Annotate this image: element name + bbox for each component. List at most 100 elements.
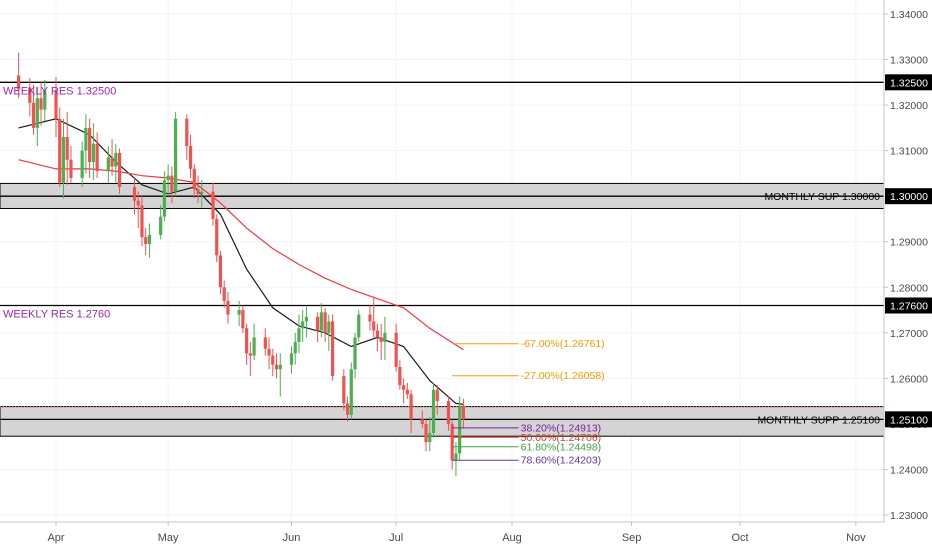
candle-down[interactable] <box>245 323 249 365</box>
candle-down[interactable] <box>330 314 335 381</box>
candle-up[interactable] <box>349 362 353 420</box>
candle-body <box>147 234 152 245</box>
candle-up[interactable] <box>174 111 178 197</box>
price-badge-label: 1.27600 <box>890 300 928 312</box>
candle-down[interactable] <box>65 111 69 185</box>
candle-down[interactable] <box>136 191 140 229</box>
candle-up[interactable] <box>61 118 66 199</box>
candle-down[interactable] <box>140 196 144 247</box>
candle-down[interactable] <box>345 396 350 422</box>
y-tick-label: 1.34000 <box>890 9 928 21</box>
candle-down[interactable] <box>409 389 413 434</box>
fib-level-label: 61.80%(1.24498) <box>521 441 602 453</box>
candle-up[interactable] <box>454 442 458 477</box>
candle-up[interactable] <box>91 123 95 181</box>
candle-down[interactable] <box>323 307 327 342</box>
candle-body <box>114 152 118 167</box>
candle-up[interactable] <box>297 314 301 354</box>
candle-down[interactable] <box>88 118 92 178</box>
candle-up[interactable] <box>304 305 309 338</box>
candle-down[interactable] <box>211 182 215 226</box>
candle-down[interactable] <box>95 132 99 178</box>
candle-body <box>188 146 193 169</box>
candle-up[interactable] <box>43 80 47 122</box>
candle-down[interactable] <box>28 77 32 117</box>
candle-down[interactable] <box>316 312 320 342</box>
candle-down[interactable] <box>267 337 271 370</box>
candle-up[interactable] <box>35 86 39 147</box>
candle-up[interactable] <box>106 146 110 183</box>
candle-down[interactable] <box>222 280 226 308</box>
candle-up[interactable] <box>84 114 88 174</box>
zone-band[interactable] <box>0 406 885 437</box>
candle-body <box>211 191 215 219</box>
candle-down[interactable] <box>110 139 114 176</box>
candle-down[interactable] <box>375 323 380 352</box>
candle-down[interactable] <box>58 107 62 188</box>
candle-down[interactable] <box>424 419 428 452</box>
candle-down[interactable] <box>185 114 189 160</box>
candle-up[interactable] <box>200 180 204 208</box>
candle-down[interactable] <box>144 228 148 256</box>
candle-down[interactable] <box>372 296 376 338</box>
candle-up[interactable] <box>162 171 166 222</box>
candle-down[interactable] <box>379 323 383 361</box>
candle-up[interactable] <box>431 382 436 438</box>
candle-down[interactable] <box>368 305 372 331</box>
candle-down[interactable] <box>398 360 402 390</box>
candle-down[interactable] <box>188 134 193 178</box>
candle-up[interactable] <box>293 332 297 365</box>
candle-up[interactable] <box>353 332 357 379</box>
candle-down[interactable] <box>435 385 439 415</box>
candle-up[interactable] <box>327 314 331 352</box>
candles[interactable] <box>17 52 466 477</box>
candle-up[interactable] <box>458 396 462 461</box>
candle-down[interactable] <box>274 353 279 379</box>
candle-down[interactable] <box>31 84 36 135</box>
candle-down[interactable] <box>405 382 409 399</box>
candle-up[interactable] <box>383 316 387 361</box>
candle-up[interactable] <box>301 310 305 342</box>
candle-down[interactable] <box>446 396 451 431</box>
candle-up[interactable] <box>252 323 256 361</box>
candle-down[interactable] <box>394 323 398 372</box>
candle-down[interactable] <box>69 146 73 183</box>
candle-body <box>454 453 458 461</box>
candle-down[interactable] <box>226 291 230 324</box>
x-tick-label: Jun <box>283 532 301 544</box>
candle-up[interactable] <box>428 417 432 452</box>
candle-down[interactable] <box>461 398 466 429</box>
candle-up[interactable] <box>278 353 282 397</box>
candle-body <box>330 321 335 377</box>
candle-down[interactable] <box>170 166 174 204</box>
fibonacci-tool[interactable]: -67.00%(1.26761) -27.00%(1.26058) 38.20%(1… <box>452 338 605 467</box>
candle-down[interactable] <box>215 214 219 263</box>
candle-down[interactable] <box>132 177 137 215</box>
candle-down[interactable] <box>402 378 406 404</box>
candle-down[interactable] <box>117 148 122 194</box>
candle-down[interactable] <box>39 82 43 126</box>
candle-up[interactable] <box>357 310 361 342</box>
candle-up[interactable] <box>147 223 152 258</box>
candle-down[interactable] <box>218 250 223 295</box>
candle-up[interactable] <box>114 143 118 183</box>
candle-down[interactable] <box>196 175 200 204</box>
candle-up[interactable] <box>159 205 163 240</box>
candle-down[interactable] <box>248 341 252 377</box>
candle-down[interactable] <box>17 52 21 99</box>
candle-up[interactable] <box>289 346 294 374</box>
candle-up[interactable] <box>319 303 323 338</box>
candle-down[interactable] <box>271 348 275 377</box>
candle-up[interactable] <box>80 141 84 188</box>
candle-down[interactable] <box>54 76 58 137</box>
candle-down[interactable] <box>420 410 424 429</box>
candle-up[interactable] <box>237 300 241 326</box>
candle-up[interactable] <box>166 164 170 197</box>
candle-down[interactable] <box>342 369 346 411</box>
candle-down[interactable] <box>192 164 196 199</box>
candle-down[interactable] <box>241 305 245 333</box>
candle-down[interactable] <box>263 328 267 356</box>
